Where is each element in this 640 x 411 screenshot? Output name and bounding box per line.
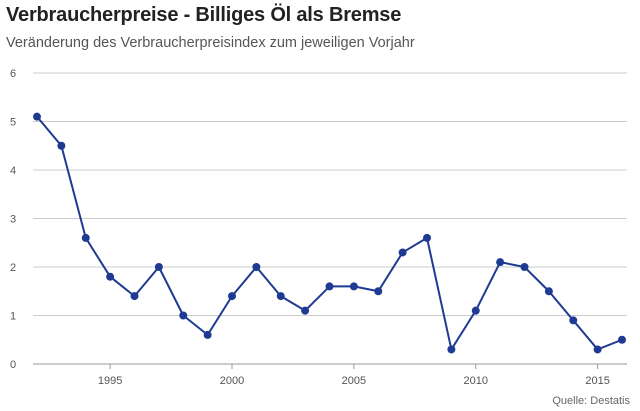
data-point [544, 287, 553, 296]
data-point [618, 335, 626, 344]
data-point [447, 345, 456, 354]
data-point [130, 292, 139, 301]
data-point [179, 311, 188, 320]
grid-lines [33, 72, 627, 365]
data-point [301, 306, 310, 315]
y-tick-label: 5 [10, 117, 16, 129]
chart-subtitle: Veränderung des Verbraucherpreisindex zu… [6, 35, 415, 51]
x-tick-label: 1995 [98, 375, 122, 387]
data-point [203, 330, 212, 339]
data-point [593, 345, 602, 354]
data-point [57, 141, 66, 150]
y-tick-label: 4 [10, 165, 16, 177]
data-point [154, 263, 163, 271]
data-point [569, 316, 578, 325]
data-point [496, 258, 505, 267]
data-point [374, 287, 383, 296]
data-point [228, 292, 236, 301]
data-point [33, 112, 41, 121]
x-tick-label: 2015 [585, 375, 609, 387]
data-point [81, 233, 90, 242]
y-axis-ticks: 0 1 2 3 4 5 6 [10, 68, 16, 371]
data-point [276, 292, 285, 301]
data-point [349, 282, 358, 291]
x-axis-ticks: 1995 2000 2005 2010 2015 [98, 364, 610, 387]
series-line [36, 116, 623, 351]
source-note: Quelle: Destatis [552, 395, 630, 407]
data-point [398, 248, 407, 257]
y-tick-label: 0 [10, 359, 16, 371]
data-point [106, 272, 115, 281]
x-tick-label: 2005 [342, 375, 366, 387]
data-point [471, 306, 480, 315]
data-point [325, 282, 334, 291]
y-tick-label: 1 [10, 311, 16, 323]
chart-title: Verbraucherpreise - Billiges Öl als Brem… [6, 4, 402, 26]
y-tick-label: 2 [10, 262, 16, 274]
y-tick-label: 3 [10, 214, 16, 226]
data-point [520, 263, 529, 271]
x-tick-label: 2010 [464, 375, 488, 387]
x-tick-label: 2000 [220, 375, 244, 387]
y-tick-label: 6 [10, 68, 16, 80]
series-layer [33, 112, 626, 354]
data-point [252, 263, 261, 271]
data-point [423, 233, 431, 242]
